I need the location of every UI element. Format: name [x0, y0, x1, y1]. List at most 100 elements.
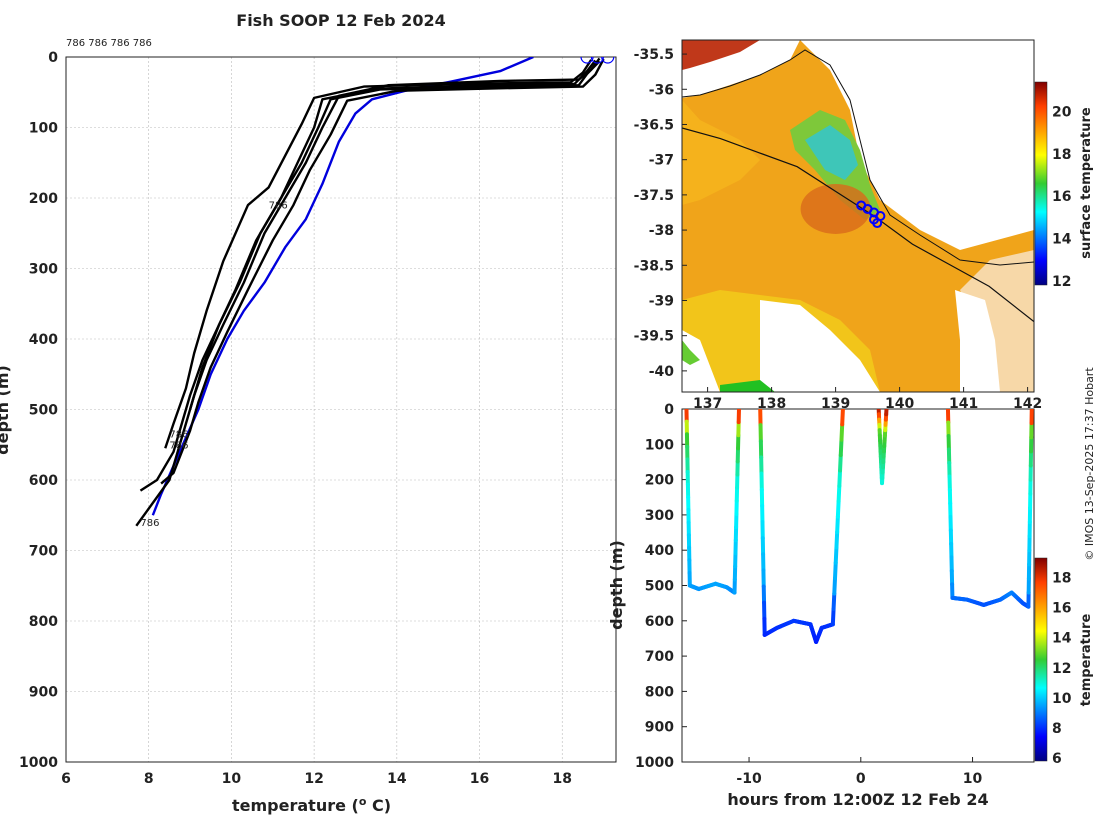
dive-traces — [684, 409, 1034, 644]
patchy-se — [960, 250, 1034, 392]
x-tick-label: 18 — [552, 771, 571, 787]
missing-south — [760, 300, 880, 392]
depth-time-y-tick-label: 500 — [645, 579, 674, 595]
depth-time-y-tick-label: 800 — [645, 684, 674, 700]
y-tick-label: 900 — [29, 685, 58, 701]
dive-segment — [831, 591, 837, 611]
map-x-tick-label: 140 — [885, 396, 914, 412]
profile-lines — [135, 57, 615, 527]
dive-segment — [833, 560, 838, 581]
y-tick-label: 0 — [48, 50, 58, 66]
map-y-tick-label: -38 — [649, 223, 674, 239]
surface-marker — [590, 57, 604, 64]
profile-5 — [188, 60, 601, 410]
temp-colorbar-tick: 8 — [1052, 721, 1062, 737]
dive-segment — [840, 409, 845, 427]
sst-map-field — [682, 40, 1034, 392]
credit-text: © IMOS 13-Sep-2025 17:37 Hobart — [1083, 367, 1096, 561]
missing-sw — [682, 330, 720, 392]
profile-annotation: 786 — [169, 440, 188, 451]
x-tick-label: 14 — [387, 771, 407, 787]
profile-2 — [135, 57, 601, 527]
dive-segment — [836, 483, 842, 504]
x-tick-label: 8 — [144, 771, 154, 787]
map-x-tick-label: 137 — [693, 396, 722, 412]
temp-colorbar-tick: 10 — [1052, 691, 1072, 707]
dive-segment — [833, 545, 839, 565]
y-tick-label: 300 — [29, 262, 58, 278]
profile-annotation: 786 — [269, 201, 288, 212]
temp-colorbar-tick: 6 — [1052, 751, 1062, 767]
depth-time-x-tick-label: 10 — [963, 771, 983, 787]
depth-time-y-tick-label: 400 — [645, 543, 674, 559]
temp-colorbar-label: temperature — [1079, 614, 1094, 707]
depth-time-x-tick-label: 0 — [856, 771, 866, 787]
coastline — [682, 127, 1034, 323]
dive-segment — [830, 606, 836, 627]
sst-colorbar-tick: 12 — [1052, 274, 1071, 290]
sst-colorbar-tick: 16 — [1052, 189, 1071, 205]
x-tick-label: 16 — [470, 771, 489, 787]
sst-map-panel: -35.5 -36 -36.5 -37 -37.5 -38 -38.5 -39 -39.5 -40… — [634, 39, 1094, 412]
map-y-tick-label: -37 — [649, 153, 674, 169]
chart-title: Fish SOOP 12 Feb 2024 — [236, 11, 445, 30]
map-ticks: -35.5 -36 -36.5 -37 -37.5 -38 -38.5 -39 -39.5 -40… — [634, 47, 1043, 412]
x-tick-label: 10 — [222, 771, 242, 787]
profile-annotation: 786 — [169, 430, 188, 441]
map-x-tick-label: 138 — [757, 396, 786, 412]
track-point — [872, 218, 883, 229]
ship-track — [856, 200, 886, 229]
x-tick-label: 6 — [61, 771, 71, 787]
depth-time-ticks: 0 100 200 300 400 500 600 700 800 900 1000 -10 0 10 — [635, 402, 983, 787]
missing-se — [955, 290, 1000, 392]
sst-west-shade — [682, 100, 760, 205]
depth-time-y-tick-label: 200 — [645, 473, 674, 489]
dive-segment — [838, 437, 844, 458]
x-axis-label: temperature (o C) — [232, 795, 391, 816]
map-x-tick-label: 139 — [821, 396, 850, 412]
coastline-land — [682, 49, 1034, 266]
depth-time-y-tick-label: 600 — [645, 614, 674, 630]
depth-time-x-tick-label: -10 — [736, 771, 762, 787]
dive-segment — [835, 499, 841, 519]
map-y-tick-label: -35.5 — [634, 47, 674, 63]
y-tick-label: 200 — [29, 191, 58, 207]
temp-colorbar-tick: 12 — [1052, 661, 1071, 677]
depth-time-y-tick-label: 100 — [645, 437, 674, 453]
sst-colorbar-tick: 18 — [1052, 147, 1071, 163]
dive-segment — [834, 530, 840, 550]
y-axis-label: depth (m) — [0, 365, 12, 455]
y-tick-label: 1000 — [19, 755, 58, 771]
surface-marker — [601, 57, 615, 64]
temp-colorbar-tick: 14 — [1052, 631, 1072, 647]
depth-time-y-tick-label: 900 — [645, 720, 674, 736]
map-y-tick-label: -39.5 — [634, 329, 674, 345]
sst-colorbar — [1034, 81, 1048, 286]
depth-time-y-label: depth (m) — [607, 540, 626, 630]
green-patch-south — [720, 380, 775, 392]
depth-time-y-tick-label: 300 — [645, 508, 674, 524]
sst-colorbar-ticks: 12 14 16 18 20 — [1052, 105, 1072, 290]
depth-time-y-tick-label: 1000 — [635, 755, 674, 771]
map-y-tick-label: -36 — [649, 82, 674, 98]
depth-time-y-tick-label: 0 — [664, 402, 674, 418]
depth-time-y-tick-label: 700 — [645, 649, 674, 665]
left-ticks: 6 8 10 12 14 16 18 0 100 200 300 400 500 600 700 800 900… — [19, 50, 572, 787]
surface-marker — [580, 57, 594, 64]
dive-segment — [835, 514, 840, 535]
y-tick-label: 100 — [29, 121, 58, 137]
map-y-tick-label: -36.5 — [634, 117, 674, 133]
y-tick-label: 800 — [29, 614, 58, 630]
map-x-tick-label: 141 — [949, 396, 978, 412]
top-label: 786 786 786 786 — [66, 38, 152, 49]
warm-core — [800, 183, 871, 234]
map-x-tick-label: 142 — [1013, 396, 1042, 412]
y-tick-label: 600 — [29, 473, 58, 489]
map-axes-frame — [681, 39, 1035, 393]
y-tick-label: 400 — [29, 332, 58, 348]
temperature-profile-panel: Fish SOOP 12 Feb 2024 786 786 786 786 6 8… — [0, 11, 617, 816]
dive-segment — [837, 468, 843, 488]
map-y-tick-label: -38.5 — [634, 258, 674, 274]
